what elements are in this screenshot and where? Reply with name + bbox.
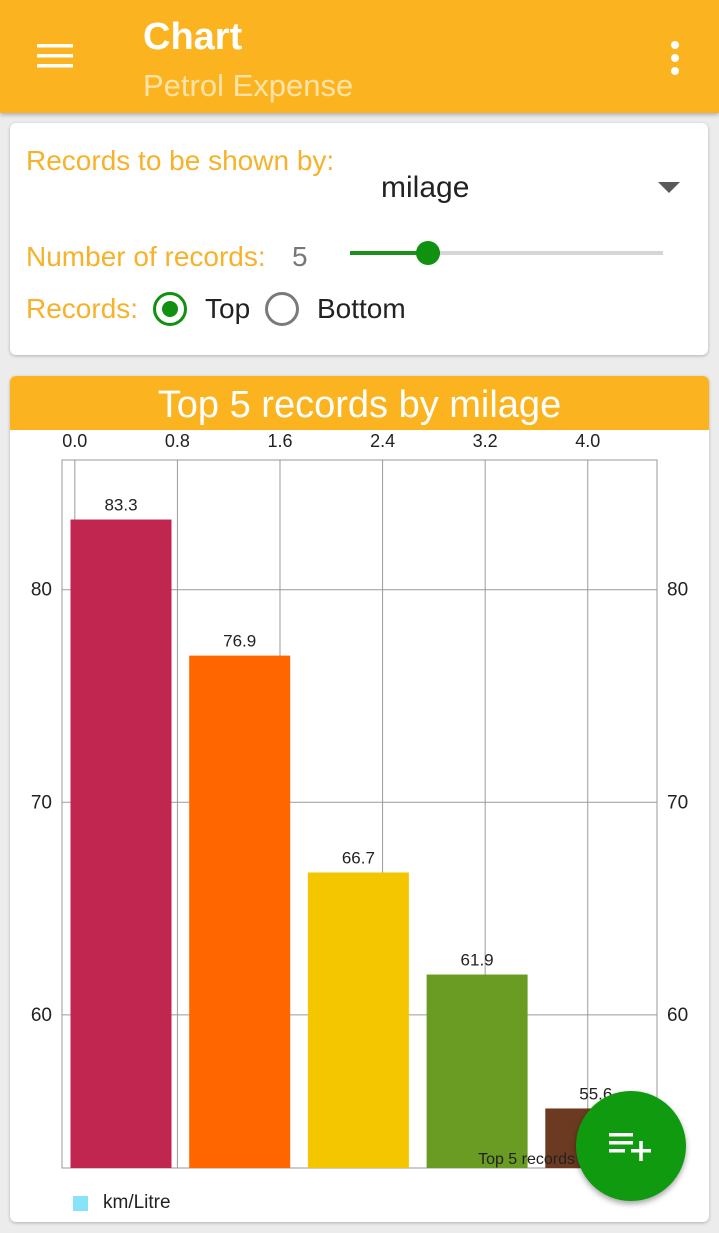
x-tick-label: 0.8 bbox=[165, 431, 190, 451]
bar-chart[interactable]: 0.0 0.8 1.6 2.4 3.2 4.0 60 60 70 70 80 80 83.3 76.9 66… bbox=[10, 430, 709, 1222]
slider-thumb[interactable] bbox=[416, 241, 441, 265]
y-tick-label-left: 80 bbox=[31, 580, 52, 601]
bar-value-label: 76.9 bbox=[223, 632, 256, 651]
y-tick-label-right: 80 bbox=[667, 580, 688, 601]
add-record-fab[interactable] bbox=[576, 1091, 686, 1201]
y-tick-label-right: 70 bbox=[667, 792, 688, 813]
bar-value-label: 66.7 bbox=[342, 848, 375, 867]
radio-top[interactable]: Top bbox=[153, 287, 250, 331]
dropdown-arrow-icon bbox=[658, 182, 680, 193]
slider-track bbox=[350, 251, 663, 255]
hamburger-menu-icon bbox=[37, 44, 73, 68]
records-by-label: Records to be shown by: bbox=[26, 145, 335, 176]
bar bbox=[307, 872, 409, 1168]
x-tick-label: 3.2 bbox=[473, 431, 498, 451]
y-tick-label-left: 70 bbox=[31, 792, 52, 813]
bar-value-label: 61.9 bbox=[461, 951, 494, 970]
menu-button[interactable] bbox=[26, 30, 84, 82]
chart-title: Top 5 records by milage bbox=[10, 376, 709, 430]
x-tick-label: 0.0 bbox=[62, 431, 87, 451]
records-by-value: milage bbox=[381, 171, 470, 204]
bar bbox=[189, 655, 291, 1168]
bar-value-label: 83.3 bbox=[104, 496, 137, 515]
filter-card: Records to be shown by: milage Number of… bbox=[10, 123, 708, 355]
radio-bottom-label: Bottom bbox=[317, 293, 406, 324]
radio-checked-icon bbox=[153, 292, 187, 326]
legend-swatch bbox=[73, 1196, 88, 1211]
bar bbox=[426, 974, 528, 1168]
x-tick-label: 4.0 bbox=[575, 431, 600, 451]
app-bar: Chart Petrol Expense bbox=[0, 0, 719, 113]
x-tick-label: 2.4 bbox=[370, 431, 395, 451]
radio-bottom[interactable]: Bottom bbox=[265, 287, 406, 331]
chart-description: Top 5 records bbox=[478, 1151, 575, 1168]
playlist-add-icon bbox=[609, 1133, 651, 1161]
count-value: 5 bbox=[292, 241, 308, 272]
records-by-select[interactable]: milage bbox=[350, 163, 695, 213]
slider-fill bbox=[350, 251, 441, 255]
y-tick-label-right: 60 bbox=[667, 1005, 688, 1026]
count-label: Number of records: bbox=[26, 241, 266, 272]
radio-unchecked-icon bbox=[265, 292, 299, 326]
x-tick-label: 1.6 bbox=[267, 431, 292, 451]
more-vert-icon bbox=[671, 41, 679, 75]
overflow-menu-button[interactable] bbox=[652, 30, 698, 86]
bar bbox=[70, 519, 172, 1168]
records-count-slider[interactable] bbox=[350, 236, 663, 270]
legend-label: km/Litre bbox=[103, 1192, 171, 1213]
y-tick-label-left: 60 bbox=[31, 1005, 52, 1026]
app-title: Chart bbox=[143, 16, 243, 58]
radio-top-label: Top bbox=[205, 293, 251, 324]
records-label: Records: bbox=[26, 293, 139, 324]
app-subtitle: Petrol Expense bbox=[143, 68, 354, 103]
chart-card: Top 5 records by milage 0.0 0.8 1.6 2.4 3.2 4… bbox=[10, 376, 709, 1222]
